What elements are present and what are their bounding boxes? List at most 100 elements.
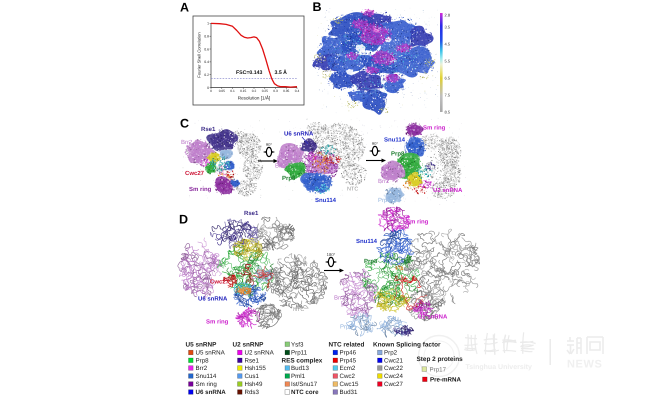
svg-text:Cwc2: Cwc2 [340,373,356,380]
svg-text:U2 snRNA: U2 snRNA [245,350,275,357]
svg-text:NEWS: NEWS [567,359,602,371]
svg-text:Ysf3: Ysf3 [291,341,304,348]
svg-text:U2 snRNP: U2 snRNP [233,341,265,348]
svg-text:Cwc27: Cwc27 [185,170,205,177]
svg-text:Cwc15: Cwc15 [340,381,359,388]
svg-text:0.4: 0.4 [204,60,209,64]
svg-text:Prp8: Prp8 [196,358,210,365]
svg-text:Rse1: Rse1 [245,358,260,365]
svg-text:C: C [180,117,189,131]
svg-text:Prp8: Prp8 [282,175,296,182]
svg-text:NTC: NTC [446,146,457,152]
svg-text:U2 snRNA: U2 snRNA [418,314,448,321]
svg-text:8.5: 8.5 [445,109,451,114]
svg-text:0.05: 0.05 [219,89,225,93]
svg-text:Ist/Snu17: Ist/Snu17 [291,381,318,388]
svg-text:Prp2: Prp2 [384,350,398,357]
svg-text:Rse1: Rse1 [244,210,259,217]
svg-text:Rse1: Rse1 [201,126,216,133]
svg-text:Sm ring: Sm ring [206,319,229,326]
svg-text:B: B [313,0,322,14]
svg-text:U6 snRNA: U6 snRNA [198,296,228,303]
svg-text:Pre-mRNA: Pre-mRNA [430,377,461,384]
svg-text:U6 snRNA: U6 snRNA [284,131,314,138]
svg-text:Brr2: Brr2 [196,365,208,372]
svg-text:Cwc27: Cwc27 [384,381,403,388]
svg-text:RES complex: RES complex [282,358,323,365]
svg-text:Cwc21: Cwc21 [384,358,403,365]
svg-text:7.5: 7.5 [445,92,451,97]
svg-text:Bud13: Bud13 [291,365,309,372]
svg-text:Sm ring: Sm ring [406,219,429,226]
svg-text:Cwc27: Cwc27 [210,279,230,286]
svg-text:Prp8: Prp8 [364,258,378,265]
svg-text:Cwc24: Cwc24 [384,373,403,380]
svg-text:NTC core: NTC core [291,389,319,396]
svg-text:Pml1: Pml1 [291,373,306,380]
svg-text:0.3: 0.3 [273,89,278,93]
svg-text:Resolution [1/Å]: Resolution [1/Å] [238,95,270,101]
svg-text:0.2: 0.2 [204,73,209,77]
svg-text:0.1: 0.1 [230,89,235,93]
svg-text:Known Splicing factor: Known Splicing factor [373,341,441,348]
svg-text:Fourier Shell Correlation: Fourier Shell Correlation [197,32,202,78]
svg-text:0.2: 0.2 [252,89,257,93]
svg-text:Snu114: Snu114 [356,238,378,245]
svg-text:D: D [179,213,188,227]
svg-text:3.5: 3.5 [445,24,451,29]
svg-text:NTC related: NTC related [329,341,365,348]
svg-text:FSC=0.143: FSC=0.143 [236,70,263,76]
svg-text:Rds3: Rds3 [245,389,260,396]
svg-text:90°: 90° [266,142,273,147]
svg-text:Cwc22: Cwc22 [384,365,403,372]
svg-text:NTC: NTC [246,183,257,189]
svg-text:U6 snRNA: U6 snRNA [196,389,227,396]
svg-text:Snu114: Snu114 [384,137,406,144]
svg-text:0.4: 0.4 [295,89,300,93]
svg-text:0.35: 0.35 [283,89,289,93]
svg-text:0.6: 0.6 [204,47,209,51]
svg-text:6.5: 6.5 [445,75,451,80]
svg-text:1: 1 [207,22,209,26]
svg-text:90°: 90° [372,141,379,146]
svg-text:Bud31: Bud31 [340,389,358,396]
svg-text:U2 snRNA: U2 snRNA [433,187,463,194]
svg-text:Brr2: Brr2 [181,139,193,146]
svg-text:Brr2: Brr2 [378,178,390,185]
svg-text:Prp45: Prp45 [340,358,357,365]
svg-text:Tsinghua University: Tsinghua University [466,363,532,371]
svg-text:Hsh49: Hsh49 [245,381,263,388]
svg-text:NTC: NTC [444,251,455,257]
svg-text:Step 2 proteins: Step 2 proteins [417,356,464,363]
svg-text:5.5: 5.5 [445,58,451,63]
svg-text:Ecm2: Ecm2 [340,365,356,372]
svg-text:U5 snRNA: U5 snRNA [196,350,226,357]
svg-text:A: A [180,1,189,15]
svg-text:U5 snRNP: U5 snRNP [186,341,218,348]
svg-text:Prp11: Prp11 [291,350,308,357]
svg-text:Sm ring: Sm ring [196,381,218,388]
svg-text:0: 0 [210,89,212,93]
svg-text:Prp46: Prp46 [340,350,357,357]
svg-text:Brr2: Brr2 [275,163,287,170]
svg-text:Brr2: Brr2 [334,295,346,302]
svg-text:0.25: 0.25 [262,89,268,93]
svg-text:Sm ring: Sm ring [189,186,212,193]
svg-text:Prp2: Prp2 [340,324,353,331]
svg-text:0.15: 0.15 [240,89,246,93]
svg-text:Snu114: Snu114 [196,373,217,380]
svg-text:Prp2: Prp2 [378,197,391,204]
svg-text:0: 0 [207,86,209,90]
svg-text:4.5: 4.5 [445,41,451,46]
svg-text:Rse1: Rse1 [396,329,411,336]
svg-text:Prp8: Prp8 [391,151,405,158]
svg-text:0.8: 0.8 [204,35,209,39]
svg-text:Snu114: Snu114 [315,197,337,204]
svg-text:2.8: 2.8 [445,13,451,18]
svg-text:NTC: NTC [347,187,358,193]
svg-text:180°: 180° [327,252,336,257]
svg-text:3.5 Å: 3.5 Å [275,69,288,76]
svg-text:Hsh155: Hsh155 [245,365,267,372]
svg-text:Sm ring: Sm ring [423,125,446,132]
svg-text:Prp17: Prp17 [430,366,447,373]
